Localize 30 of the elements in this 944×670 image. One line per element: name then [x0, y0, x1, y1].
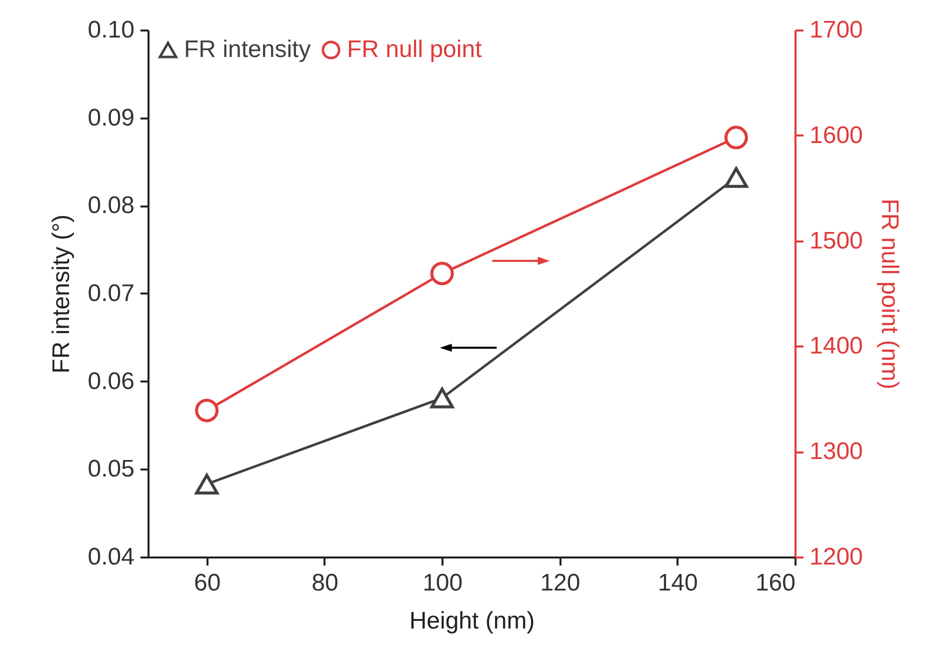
point [430, 388, 454, 408]
point [195, 474, 219, 494]
y2-tick-label: 1400 [810, 332, 863, 360]
point [430, 262, 454, 286]
y-tick-label: 0.05 [88, 456, 134, 483]
y2-tick-label: 1600 [810, 122, 863, 149]
legend-label: FR intensity [184, 36, 311, 63]
y-tick-label: 0.09 [88, 104, 134, 132]
y2-axis-title: FR null point (nm) [876, 198, 903, 390]
point [724, 167, 748, 188]
x-tick-label: 160 [755, 570, 796, 596]
y2-tick-label: 1700 [810, 16, 863, 44]
x-tick-label: 100 [422, 570, 463, 596]
y2-tick-label: 1200 [810, 544, 863, 570]
legend-label: FR null point [347, 36, 482, 63]
y2-tick-label: 1300 [810, 438, 863, 466]
x-axis-title: Height (nm) [409, 608, 535, 634]
y-tick-label: 0.08 [88, 192, 134, 220]
point [195, 398, 219, 422]
x-tick-label: 60 [194, 570, 221, 596]
y-tick-label: 0.10 [88, 16, 134, 44]
x-tick-label: 140 [658, 570, 698, 596]
y-axis-title: FR intensity (°) [48, 214, 75, 374]
x-tick-label: 80 [312, 570, 338, 596]
y2-tick-label: 1500 [810, 227, 863, 254]
x-tick-label: 120 [540, 570, 580, 596]
point [724, 126, 748, 150]
y-tick-label: 0.04 [88, 544, 134, 570]
y-tick-label: 0.07 [88, 280, 134, 307]
y-tick-label: 0.06 [88, 368, 134, 395]
